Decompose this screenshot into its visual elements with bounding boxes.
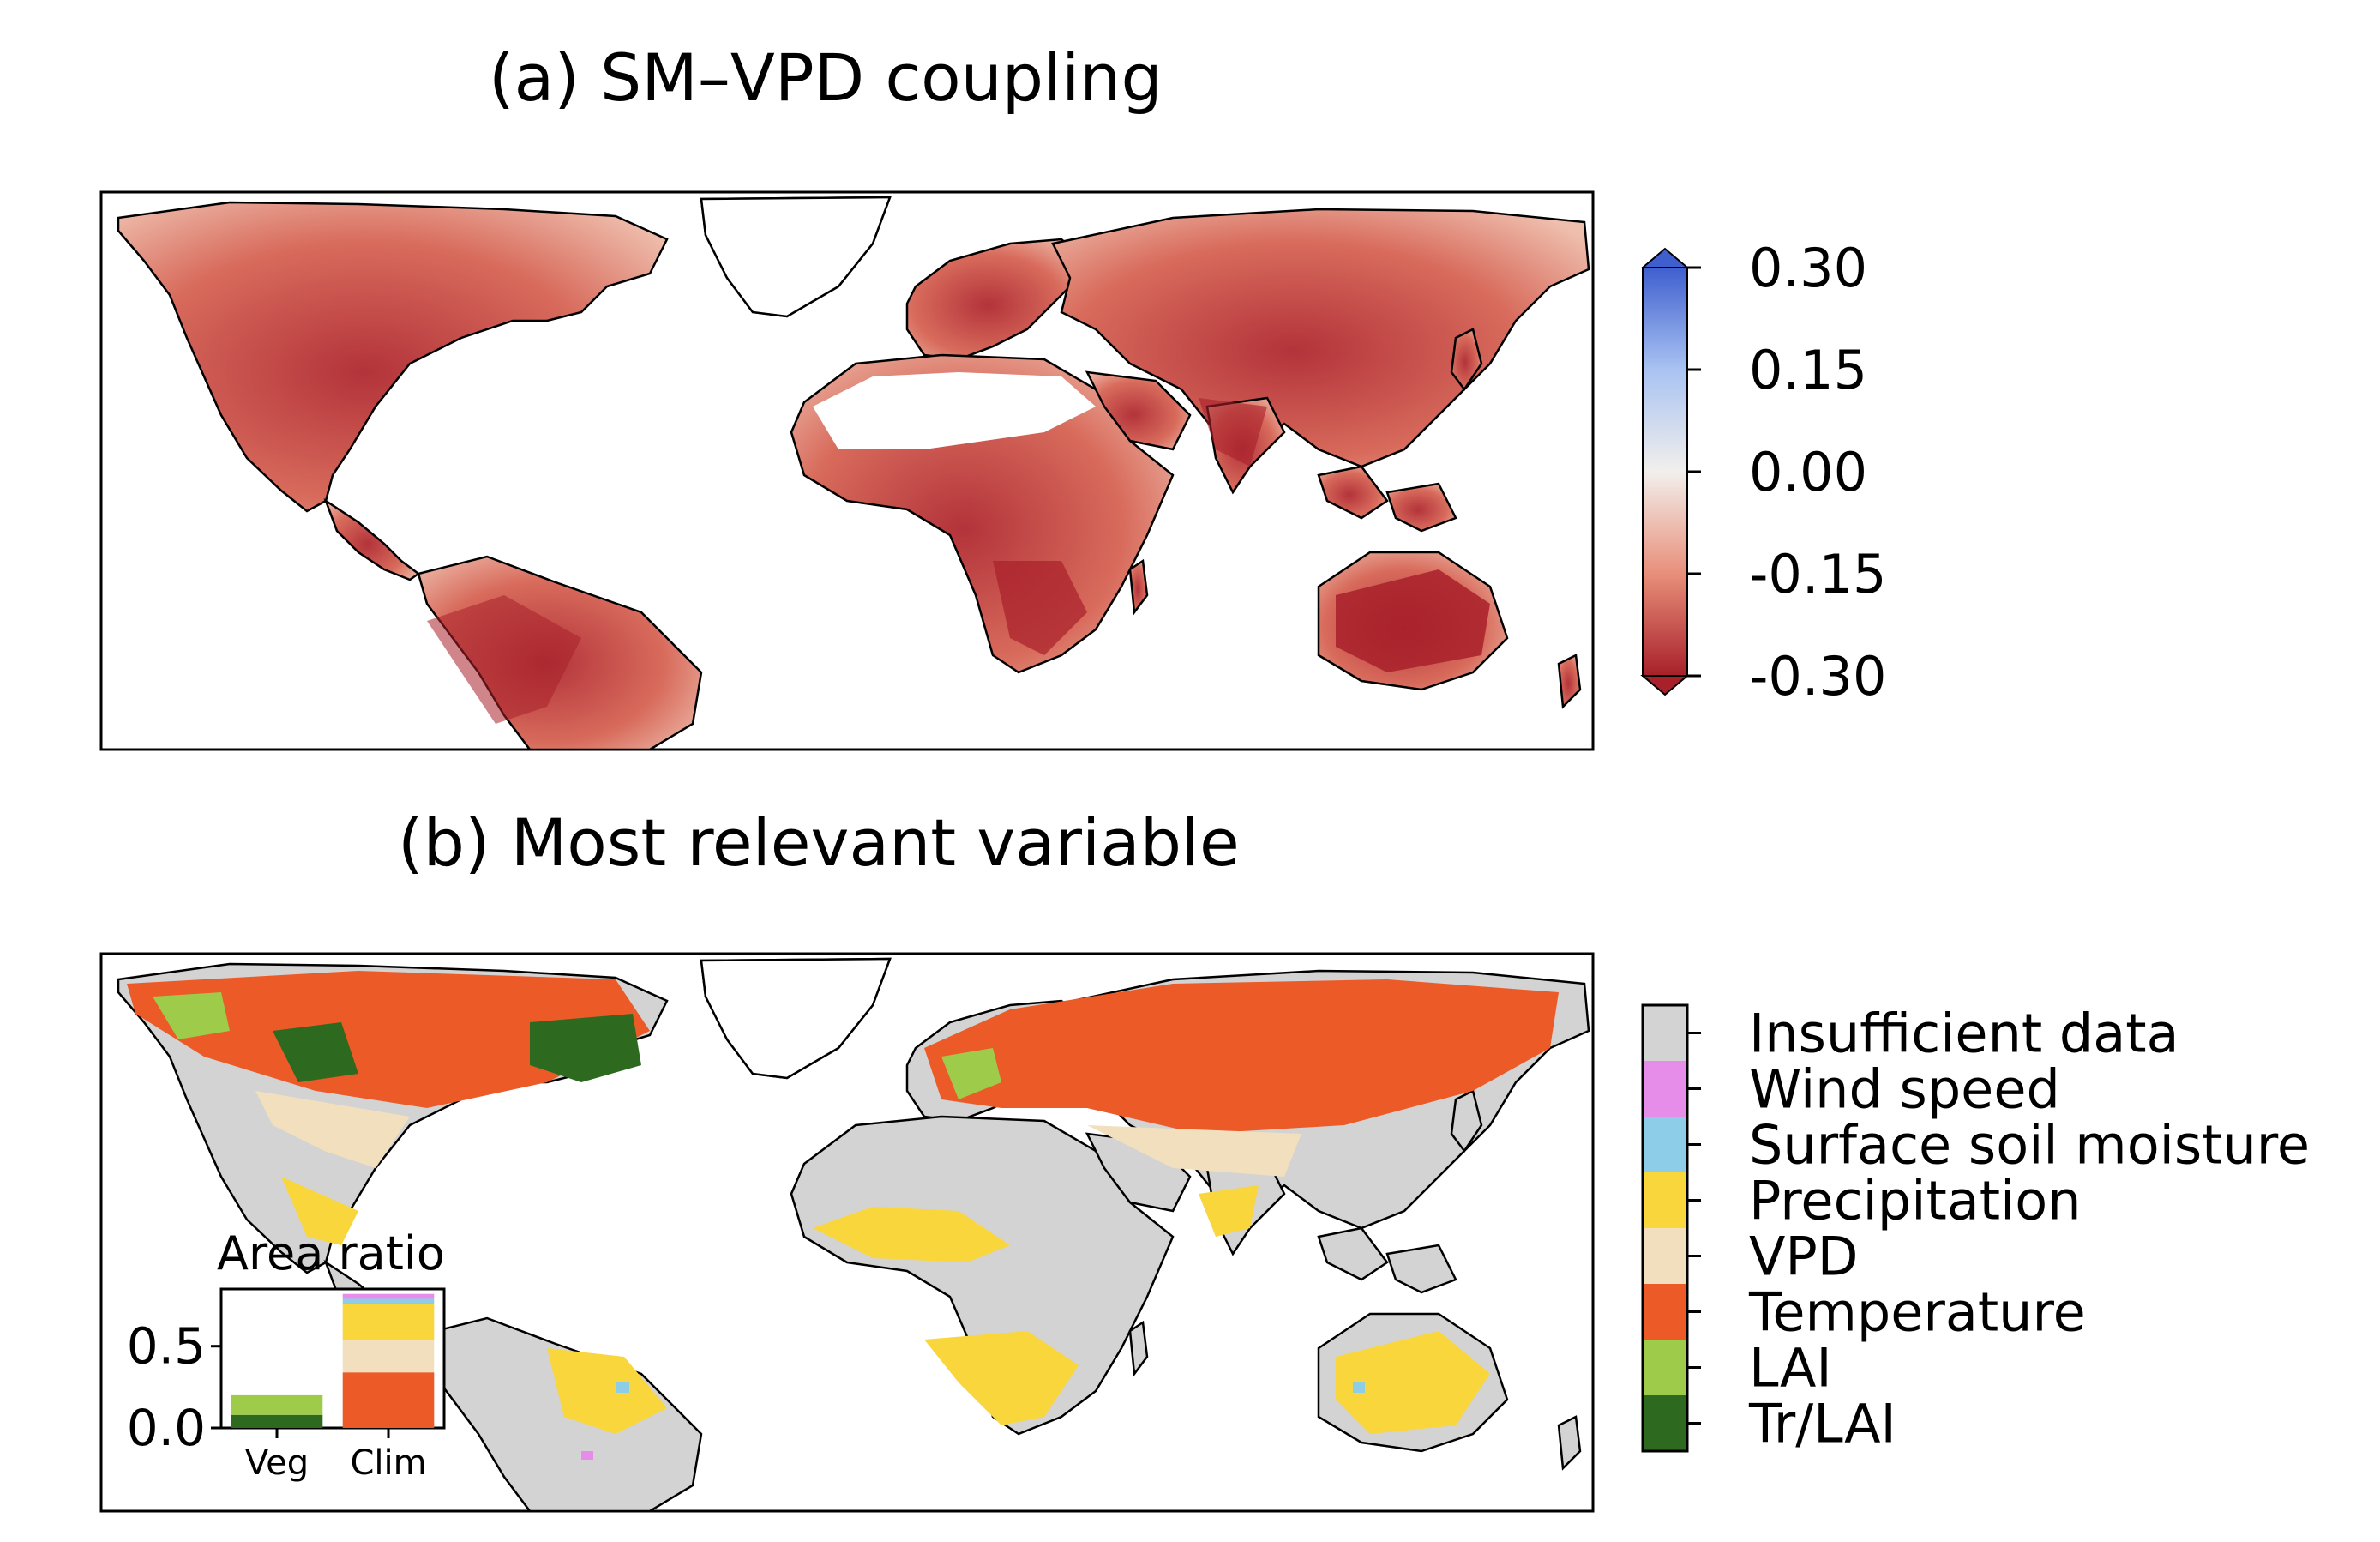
inset-bar-segment [342,1293,435,1299]
map-a [99,190,1595,751]
inset-bar-segment [342,1304,435,1340]
legend-b-swatch [1643,1172,1687,1228]
inset-bar-segment [231,1394,323,1415]
panel-a-title: (a) SM–VPD coupling [489,39,1163,116]
inset-bars [231,1293,435,1428]
inset-y-tick-label: 0.0 [127,1399,206,1457]
colorbar-a-tick: -0.15 [1749,543,1886,605]
legend-b-swatch [1643,1228,1687,1284]
colorbar-a: 0.30 0.15 0.00 -0.15 -0.30 [1640,237,1886,708]
legend-b-swatch [1643,1340,1687,1395]
inset-x-tick-label: Clim [350,1443,426,1483]
inset-bar-segment [342,1340,435,1373]
legend-b-frame [1641,1003,1689,1453]
inset-bar-segment [342,1298,435,1304]
inset-y-tick-label: 0.5 [127,1317,206,1376]
inset-y-axis: 0.00.5 [127,1317,221,1457]
legend-b-label: Surface soil moisture [1749,1114,2310,1177]
inset-title: Area ratio [217,1226,445,1280]
legend-b-swatch [1643,1284,1687,1340]
legend-b-swatch [1643,1061,1687,1117]
colorbar-a-tick: 0.15 [1749,339,1867,401]
legend-b-label: LAI [1749,1337,1832,1400]
legend-b-label: Insufficient data [1749,1003,2179,1065]
colorbar-a-extend-min [1640,675,1690,696]
inset-x-axis: Veg Clim [245,1428,427,1483]
area-ratio-inset: Area ratio 0.00.5 Veg Clim [127,1226,446,1483]
legend-b-swatch [1643,1395,1687,1451]
legend-b-swatch [1643,1117,1687,1172]
colorbar-a-bar [1642,267,1688,677]
colorbar-a-tick: 0.00 [1749,441,1867,503]
legend-b-swatch [1643,1005,1687,1061]
legend-b-label: Precipitation [1749,1170,2082,1232]
inset-bar-segment [231,1414,323,1428]
panel-b-title: (b) Most relevant variable [398,804,1240,881]
colorbar-a-tick: 0.30 [1749,237,1867,299]
inset-x-tick-label: Veg [245,1443,309,1483]
legend-b-label: VPD [1749,1226,1859,1288]
legend-b-label: Wind speed [1749,1058,2060,1121]
legend-b-label: Tr/LAI [1748,1393,1896,1455]
inset-bar-segment [342,1372,435,1428]
colorbar-a-tick: -0.30 [1749,645,1886,708]
legend-b-label: Temperature [1748,1281,2086,1344]
colorbar-a-extend-max [1640,247,1690,268]
